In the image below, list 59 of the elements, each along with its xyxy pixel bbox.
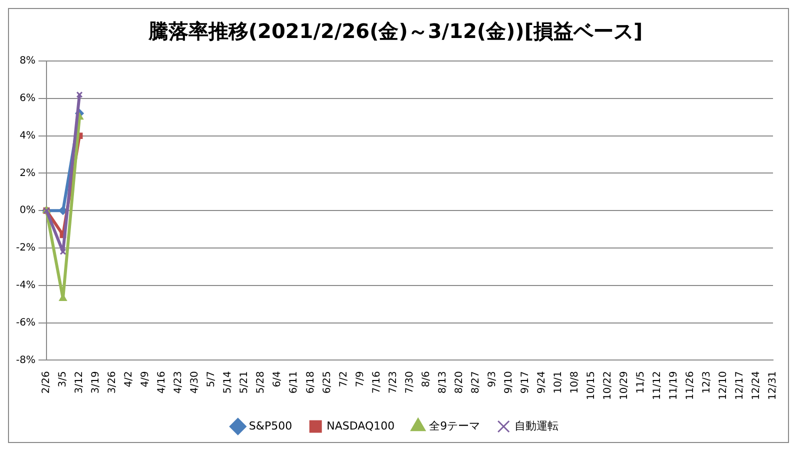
x-tick-label: 10/8	[569, 371, 580, 394]
x-tick-label: 6/25	[322, 371, 333, 394]
x-tick-label: 3/19	[90, 371, 102, 394]
x-tick-label: 8/20	[454, 371, 465, 394]
x-tick-label: 9/17	[520, 371, 531, 394]
x-tick-label: 12/3	[702, 371, 713, 394]
x-tick-label: 8/27	[470, 371, 482, 394]
x-tick-label: 7/2	[338, 371, 350, 388]
x-tick-label: 11/26	[685, 371, 696, 400]
x-tick-label: 4/16	[156, 371, 168, 394]
x-tick-label: 7/16	[371, 371, 382, 394]
x-tick-label: 11/12	[652, 371, 664, 400]
legend-label: 自動運転	[514, 419, 559, 432]
x-tick-label: 12/10	[718, 371, 730, 400]
x-tick-label: 4/2	[124, 371, 135, 388]
x-tick-label: 4/30	[190, 371, 201, 394]
y-tick-label: 0%	[20, 205, 36, 216]
x-tick-label: 5/28	[256, 371, 267, 394]
x-tick-label: 10/29	[618, 371, 630, 400]
x-tick-label: 12/24	[751, 371, 762, 400]
y-tick-label: -6%	[16, 317, 36, 328]
x-tick-label: 6/18	[305, 371, 316, 394]
x-tick-label: 12/17	[734, 371, 746, 400]
y-tick-label: -2%	[16, 242, 36, 254]
x-tick-label: 9/24	[536, 371, 548, 394]
y-tick-label: 8%	[20, 56, 36, 67]
chart-title: 騰落率推移(2021/2/26(金)～3/12(金))[損益ベース]	[147, 19, 643, 44]
x-tick-label: 10/15	[586, 371, 597, 400]
y-tick-label: 4%	[20, 130, 36, 142]
x-tick-label: 8/13	[437, 371, 448, 394]
x-tick-label: 7/30	[404, 371, 416, 394]
x-tick-label: 8/6	[420, 371, 432, 388]
x-tick-label: 6/11	[288, 371, 300, 394]
x-tick-label: 5/14	[222, 371, 234, 394]
x-tick-label: 7/9	[354, 371, 366, 388]
x-tick-label: 3/12	[74, 371, 86, 394]
x-tick-label: 5/7	[206, 371, 218, 388]
x-tick-label: 10/22	[602, 371, 614, 400]
x-tick-label: 4/9	[140, 371, 152, 388]
x-tick-label: 3/26	[107, 371, 118, 394]
y-tick-label: -8%	[16, 354, 36, 366]
legend-label: S&P500	[248, 419, 292, 432]
legend-label: NASDAQ100	[326, 419, 395, 432]
x-tick-label: 2/26	[41, 371, 52, 394]
x-tick-label: 4/23	[173, 371, 184, 394]
x-tick-label: 5/21	[239, 371, 250, 394]
x-tick-label: 9/10	[503, 371, 514, 394]
x-tick-label: 10/1	[552, 371, 564, 394]
y-tick-label: -4%	[16, 280, 36, 291]
x-tick-label: 6/4	[272, 371, 284, 388]
x-tick-label: 11/19	[668, 371, 680, 400]
x-tick-label: 3/5	[58, 371, 69, 388]
x-tick-label: 12/31	[768, 371, 779, 400]
y-tick-label: 6%	[20, 92, 36, 104]
x-tick-label: 7/23	[388, 371, 399, 394]
legend-label: 全9テーマ	[429, 419, 480, 432]
y-tick-label: 2%	[20, 168, 36, 179]
x-tick-label: 11/5	[636, 371, 646, 394]
x-tick-label: 9/3	[486, 371, 498, 388]
